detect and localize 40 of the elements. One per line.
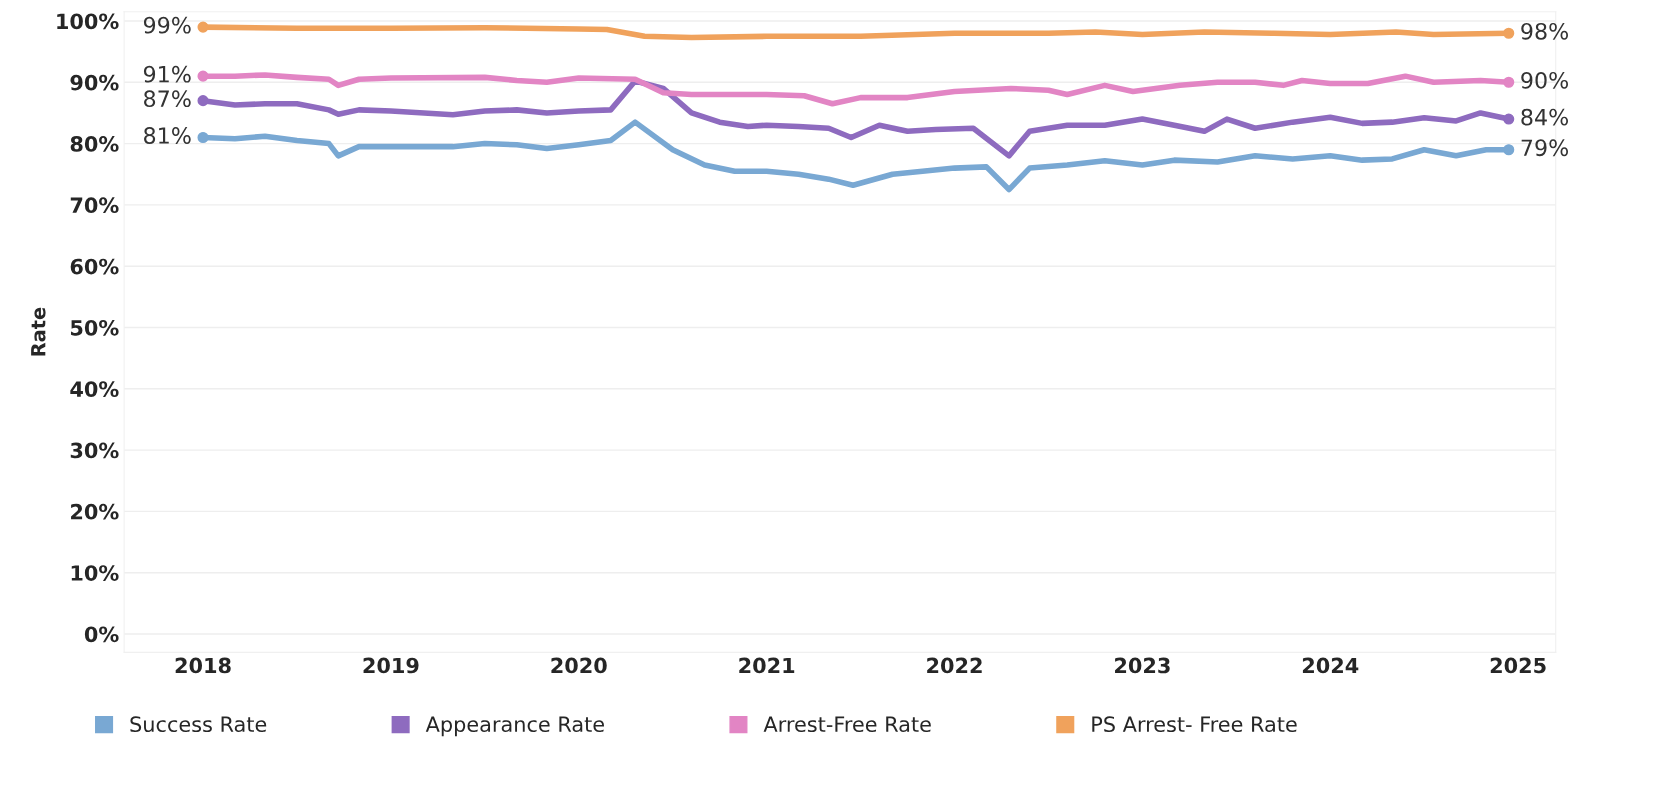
data-label: 90% <box>1521 71 1569 89</box>
data-label: 87% <box>144 90 191 108</box>
y-tick-label: 10% <box>71 565 119 581</box>
y-tick-label: 40% <box>70 381 119 397</box>
data-label: 81% <box>144 127 191 144</box>
legend-label: Success Rate <box>130 716 267 733</box>
x-tick-label: 2019 <box>363 657 419 674</box>
data-label: 98% <box>1521 22 1569 40</box>
point <box>1503 27 1515 39</box>
point <box>197 21 209 33</box>
y-tick-label: 100% <box>57 13 119 30</box>
point <box>197 131 209 144</box>
data-label: 91% <box>143 65 191 83</box>
data-label: 84% <box>1521 108 1569 126</box>
data-label: 99% <box>143 16 191 34</box>
x-tick-label: 2020 <box>551 657 607 674</box>
x-tick-label: 2025 <box>1490 657 1546 674</box>
y-tick-label: 80% <box>70 136 119 152</box>
y-tick-label: 70% <box>70 197 119 214</box>
x-tick-label: 2023 <box>1115 657 1170 674</box>
point <box>197 95 209 107</box>
y-tick-label: 30% <box>70 442 119 459</box>
legend-label: PS Arrest- Free Rate <box>1092 716 1297 733</box>
legend-label: Appearance Rate <box>425 716 604 737</box>
data-label: 79% <box>1521 139 1569 157</box>
point <box>1503 76 1515 88</box>
y-tick-label: 90% <box>70 74 119 91</box>
x-tick-label: 2021 <box>739 657 795 674</box>
point <box>1503 113 1515 125</box>
y-axis-title: Rate <box>31 307 46 356</box>
x-tick-label: 2022 <box>927 657 982 674</box>
y-tick-label: 20% <box>71 503 119 520</box>
x-tick-label: 2024 <box>1302 657 1359 674</box>
legend-label: Arrest-Free Rate <box>763 716 931 733</box>
y-tick-label: 50% <box>71 319 119 336</box>
point <box>197 70 209 82</box>
y-tick-label: 60% <box>70 258 119 275</box>
point <box>1503 144 1515 156</box>
x-tick-label: 2018 <box>175 657 231 674</box>
y-tick-label: 0% <box>84 626 119 643</box>
